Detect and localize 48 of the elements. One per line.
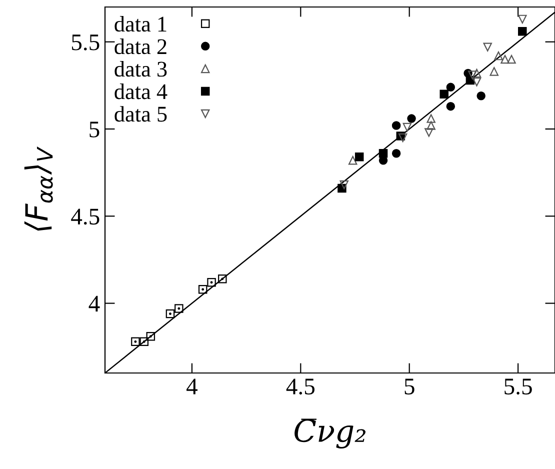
point	[174, 304, 184, 313]
point	[518, 27, 527, 36]
point	[518, 14, 527, 24]
point	[354, 152, 364, 162]
point	[340, 180, 349, 190]
point	[494, 51, 503, 60]
point	[198, 284, 208, 294]
point	[207, 278, 216, 287]
point	[146, 332, 156, 341]
point	[468, 70, 477, 80]
x-tick-label: 4.5	[286, 378, 314, 395]
point	[500, 54, 510, 64]
point	[472, 78, 482, 86]
y-tick-label: 4.5	[71, 208, 100, 225]
point	[507, 54, 516, 64]
point	[483, 42, 492, 52]
legend-label: data 3	[114, 61, 167, 77]
y-tick-label: 5	[90, 122, 100, 138]
x-tick-label: 5.5	[504, 378, 532, 395]
point	[131, 337, 140, 346]
x-axis-title: C̅νg₂	[294, 418, 366, 449]
point	[402, 122, 412, 132]
point	[392, 149, 401, 158]
point	[218, 274, 227, 284]
point	[490, 67, 499, 76]
point	[378, 149, 388, 158]
legend-label: data 1	[114, 16, 166, 32]
x-tick-label: 5	[404, 378, 414, 394]
point	[140, 337, 149, 346]
legend-label: data 2	[114, 38, 166, 54]
point	[426, 114, 436, 123]
legend-label: data 5	[114, 106, 167, 122]
point	[166, 309, 175, 318]
point	[440, 90, 449, 99]
point	[476, 92, 486, 100]
point	[407, 114, 416, 123]
point	[392, 121, 401, 130]
point	[472, 68, 482, 78]
point	[426, 121, 436, 130]
point	[424, 128, 434, 137]
point	[446, 102, 456, 111]
y-tick-label: 5.5	[72, 34, 100, 50]
y-tick-label: 4	[88, 296, 100, 312]
x-tick-label: 4	[186, 378, 198, 394]
y-axis-title: ⟨F$_{αα}$⟩$_{V}$	[24, 146, 53, 231]
point	[446, 82, 456, 92]
point	[348, 156, 358, 165]
legend-label: data 4	[114, 84, 168, 100]
